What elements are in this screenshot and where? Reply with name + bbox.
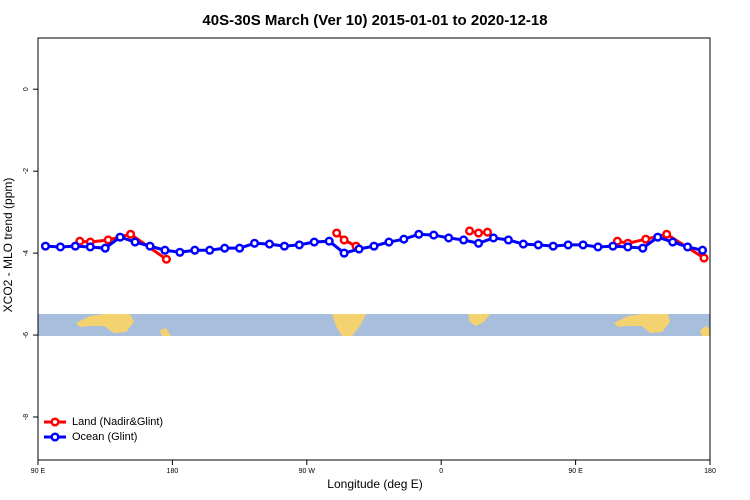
point: [145, 241, 155, 251]
point: [175, 247, 185, 257]
point: [482, 227, 493, 237]
plot-frame: [37, 37, 711, 461]
point: [309, 237, 319, 247]
y-tick-label: -8: [23, 414, 30, 420]
point: [662, 229, 672, 239]
point: [264, 239, 275, 249]
point: [279, 241, 289, 251]
point: [429, 230, 439, 240]
point: [518, 239, 528, 249]
point: [608, 241, 618, 251]
point: [40, 241, 51, 251]
y-axis-label: XCO2 - MLO trend (ppm): [1, 178, 15, 313]
x-tick-label: 90 E: [568, 468, 583, 475]
y-tick-label: -2: [23, 168, 30, 174]
point: [55, 242, 65, 252]
point: [205, 245, 215, 255]
point: [220, 243, 230, 253]
x-axis-label: Longitude (deg E): [327, 477, 422, 491]
point: [85, 242, 95, 252]
point: [638, 243, 648, 253]
point: [699, 253, 709, 263]
point: [548, 241, 558, 251]
point: [126, 229, 136, 239]
point: [683, 242, 693, 252]
point: [503, 235, 513, 245]
y-tick-label: -6: [23, 332, 30, 338]
point: [103, 235, 113, 245]
x-tick-label: 0: [439, 468, 443, 475]
point: [354, 244, 364, 254]
point: [593, 242, 603, 252]
chart-title: 40S-30S March (Ver 10) 2015-01-01 to 202…: [202, 12, 547, 29]
legend-marker: [50, 417, 60, 427]
point: [190, 245, 200, 255]
x-tick-label: 180: [167, 468, 179, 475]
point: [294, 240, 304, 250]
point: [578, 240, 588, 250]
point: [235, 243, 245, 253]
point: [697, 245, 708, 255]
point: [533, 240, 543, 250]
point: [623, 242, 633, 252]
legend-marker: [50, 432, 60, 442]
point: [161, 254, 171, 264]
point: [339, 248, 349, 258]
point: [369, 241, 379, 251]
point: [324, 236, 334, 246]
map-strip: [38, 314, 710, 336]
x-tick-label: 90 W: [299, 468, 316, 475]
point: [653, 232, 663, 242]
point: [465, 226, 475, 236]
point: [488, 233, 499, 243]
legend-label: Land (Nadir&Glint): [72, 416, 163, 428]
point: [459, 235, 469, 245]
legend-label: Ocean (Glint): [72, 431, 137, 443]
point: [339, 235, 349, 245]
point: [473, 228, 484, 238]
y-tick-label: 0: [23, 87, 30, 91]
point: [473, 238, 484, 248]
point: [130, 237, 140, 247]
point: [115, 232, 125, 242]
x-tick-label: 180: [704, 468, 716, 475]
point: [563, 240, 573, 250]
point: [444, 233, 454, 243]
point: [414, 229, 424, 239]
point: [384, 237, 394, 247]
x-tick-label: 90 E: [31, 468, 46, 475]
point: [249, 238, 260, 248]
point: [332, 228, 342, 238]
y-tick-label: -4: [23, 250, 30, 256]
point: [641, 234, 651, 244]
point: [668, 237, 678, 247]
point: [160, 245, 170, 255]
point: [100, 243, 110, 253]
point: [70, 241, 80, 251]
point: [399, 234, 409, 244]
